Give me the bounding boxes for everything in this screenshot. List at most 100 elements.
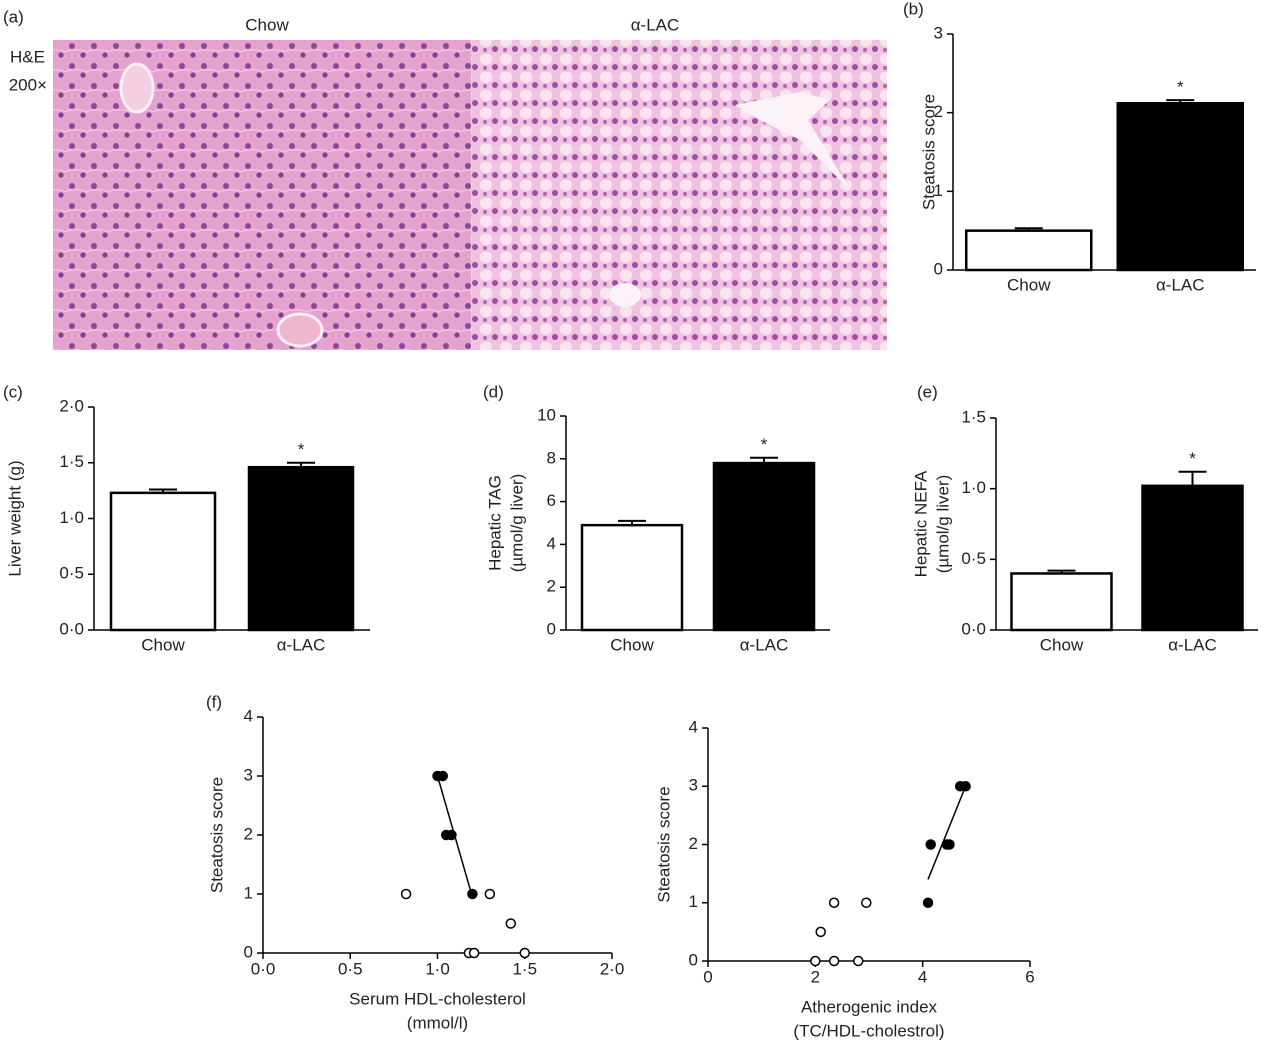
point [468, 947, 480, 959]
significance-label: * [1177, 78, 1184, 97]
y-tick-label: 2 [244, 824, 253, 843]
y-tick-label: 1·5 [59, 452, 84, 471]
y-tick-label: 1 [934, 181, 943, 200]
x-tick-label: α-LAC [740, 635, 789, 654]
y-tick-label: 10 [537, 405, 556, 424]
point [810, 955, 821, 967]
x-tick-label: 6 [1025, 967, 1034, 986]
x-axis-label: Serum HDL-cholesterol [349, 989, 526, 1008]
significance-label: * [1189, 449, 1196, 468]
significance-label: * [298, 440, 305, 459]
point [828, 955, 840, 967]
y-axis-label: Liver weight (g) [5, 460, 24, 576]
y-tick-label: 6 [547, 491, 556, 510]
bar [1116, 101, 1244, 272]
image-label: α-LAC [631, 15, 680, 34]
x-axis-label: Atherogenic index [801, 997, 938, 1016]
y-tick-label: 2 [547, 577, 556, 596]
x-axis-label: (TC/HDL-cholestrol) [793, 1021, 944, 1040]
y-tick-label: 0·0 [961, 619, 986, 638]
bar [965, 229, 1093, 272]
y-axis-label: Hepatic TAG [485, 475, 504, 571]
y-tick-label: 8 [547, 448, 556, 467]
point [467, 888, 478, 900]
y-tick-label: 1·5 [961, 407, 986, 426]
point [925, 839, 936, 850]
panel-label: (c) [3, 382, 23, 401]
panel-label: (a) [3, 7, 24, 26]
point [446, 829, 457, 841]
x-axis-label: (mmol/l) [407, 1013, 468, 1032]
bar [247, 465, 355, 632]
y-tick-label: 3 [689, 776, 698, 795]
point [861, 897, 872, 908]
panel-label: (b) [903, 0, 924, 18]
magnification-label: 200× [9, 75, 47, 94]
y-tick-label: 0 [547, 619, 556, 638]
y-tick-label: 0·5 [59, 564, 84, 583]
y-axis-label: Steatosis score [654, 786, 673, 902]
point [922, 897, 934, 908]
bar [712, 461, 816, 632]
point [400, 888, 412, 900]
bar [580, 523, 684, 632]
point [505, 918, 517, 929]
x-tick-label: α-LAC [1168, 635, 1217, 654]
point [519, 947, 530, 959]
vessel [119, 62, 155, 114]
x-tick-label: 0·5 [338, 959, 363, 978]
image-label: Chow [245, 15, 289, 34]
point [437, 770, 448, 782]
x-tick-label: Chow [1007, 275, 1051, 294]
bar [1141, 484, 1244, 632]
y-tick-label: 0·0 [59, 619, 84, 638]
point [828, 897, 840, 908]
panel-label: (d) [483, 382, 504, 401]
x-tick-label: α-LAC [277, 635, 326, 654]
y-axis-label: Steatosis score [919, 94, 938, 210]
y-axis-label: Hepatic NEFA [911, 470, 930, 577]
y-tick-label: 0 [244, 942, 253, 961]
x-tick-label: 0 [703, 967, 712, 986]
x-tick-label: 1·5 [512, 959, 537, 978]
x-tick-label: Chow [610, 635, 654, 654]
y-tick-label: 1·0 [59, 508, 84, 527]
panel-label: (e) [917, 382, 938, 401]
panel-label: (f) [206, 692, 222, 711]
y-tick-label: 0 [689, 950, 698, 969]
significance-label: * [761, 435, 768, 454]
y-axis-label: (µmol/g liver) [507, 474, 526, 573]
y-tick-label: 2 [934, 102, 943, 121]
y-tick-label: 4 [244, 706, 253, 725]
y-tick-label: 1 [689, 892, 698, 911]
y-tick-label: 4 [547, 534, 556, 553]
histology-lac [471, 40, 887, 350]
x-tick-label: Chow [1040, 635, 1084, 654]
x-tick-label: 2 [811, 967, 820, 986]
y-tick-label: 4 [689, 717, 698, 736]
y-tick-label: 2 [689, 834, 698, 853]
vessel [276, 312, 324, 348]
point [484, 888, 496, 900]
y-tick-label: 3 [934, 23, 943, 42]
point [815, 926, 826, 938]
x-tick-label: 0·0 [251, 959, 276, 978]
point [944, 839, 955, 850]
bar [109, 491, 217, 632]
y-tick-label: 0·5 [961, 549, 986, 568]
y-tick-label: 1 [244, 883, 253, 902]
x-tick-label: α-LAC [1156, 275, 1205, 294]
bar [1010, 572, 1113, 632]
vessel [735, 92, 850, 190]
y-axis-label: (µmol/g liver) [933, 475, 952, 574]
point [960, 781, 971, 792]
y-tick-label: 1·0 [961, 478, 986, 497]
x-tick-label: 4 [918, 967, 927, 986]
x-tick-label: 1·0 [425, 959, 450, 978]
histology-chow [53, 40, 471, 350]
x-tick-label: Chow [141, 635, 185, 654]
y-tick-label: 2·0 [59, 396, 84, 415]
y-axis-label: Steatosis score [207, 777, 226, 893]
point [853, 955, 864, 967]
